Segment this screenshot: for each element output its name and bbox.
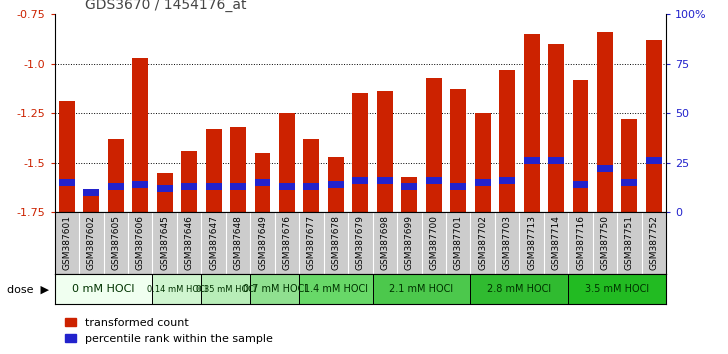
Bar	[83, 189, 99, 212]
Bar	[572, 181, 588, 188]
Bar	[523, 34, 539, 212]
Bar	[622, 179, 638, 186]
Bar	[132, 181, 149, 188]
Bar	[132, 58, 149, 212]
Text: GSM387701: GSM387701	[454, 216, 463, 270]
Text: GSM387700: GSM387700	[430, 216, 438, 270]
Text: GSM387703: GSM387703	[502, 216, 512, 270]
Bar	[572, 80, 588, 212]
Text: 0.35 mM HOCl: 0.35 mM HOCl	[196, 285, 256, 294]
Bar	[450, 90, 466, 212]
Legend: transformed count, percentile rank within the sample: transformed count, percentile rank withi…	[60, 314, 277, 348]
Bar	[279, 183, 295, 190]
Bar	[83, 189, 99, 196]
Text: 0.14 mM HOCl: 0.14 mM HOCl	[147, 285, 207, 294]
Bar	[108, 139, 124, 212]
Bar	[548, 44, 564, 212]
Bar	[205, 183, 221, 190]
Text: GSM387606: GSM387606	[135, 216, 145, 270]
Bar	[181, 183, 197, 190]
Text: GSM387649: GSM387649	[258, 216, 267, 270]
Bar	[377, 91, 393, 212]
Text: GSM387605: GSM387605	[111, 216, 120, 270]
Text: 2.8 mM HOCl: 2.8 mM HOCl	[487, 284, 551, 295]
Bar	[59, 101, 75, 212]
Bar	[475, 113, 491, 212]
Bar	[328, 181, 344, 188]
Bar	[373, 274, 470, 304]
Text: GSM387601: GSM387601	[63, 216, 71, 270]
Bar	[181, 151, 197, 212]
Bar	[401, 177, 417, 212]
Text: GSM387716: GSM387716	[576, 216, 585, 270]
Bar	[475, 179, 491, 186]
Text: 3.5 mM HOCl: 3.5 mM HOCl	[585, 284, 649, 295]
Bar	[205, 129, 221, 212]
Bar	[548, 158, 564, 164]
Bar	[597, 165, 613, 172]
Text: 0 mM HOCl: 0 mM HOCl	[72, 284, 135, 295]
Text: GSM387677: GSM387677	[307, 216, 316, 270]
Text: GSM387602: GSM387602	[87, 216, 96, 270]
Text: dose  ▶: dose ▶	[7, 284, 50, 295]
Bar	[470, 274, 569, 304]
Bar	[499, 177, 515, 184]
Bar	[352, 93, 368, 212]
Bar	[255, 179, 271, 186]
Bar	[499, 70, 515, 212]
Bar	[157, 173, 173, 212]
Text: GSM387679: GSM387679	[356, 216, 365, 270]
Text: GSM387713: GSM387713	[527, 216, 536, 270]
Bar	[646, 158, 662, 164]
Bar	[450, 183, 466, 190]
Bar	[377, 177, 393, 184]
Text: 2.1 mM HOCl: 2.1 mM HOCl	[389, 284, 454, 295]
Text: GSM387751: GSM387751	[625, 216, 634, 270]
Bar	[646, 40, 662, 212]
Text: GSM387702: GSM387702	[478, 216, 487, 270]
Bar	[59, 179, 75, 186]
Bar	[255, 153, 271, 212]
Bar	[108, 183, 124, 190]
Bar	[55, 274, 152, 304]
Bar	[202, 274, 250, 304]
Text: GSM387645: GSM387645	[160, 216, 169, 270]
Text: GSM387698: GSM387698	[380, 216, 389, 270]
Text: 1.4 mM HOCl: 1.4 mM HOCl	[304, 284, 368, 295]
Text: GSM387646: GSM387646	[185, 216, 194, 270]
Text: 0.7 mM HOCl: 0.7 mM HOCl	[242, 284, 306, 295]
Bar	[401, 183, 417, 190]
Bar	[426, 177, 442, 184]
Bar	[250, 274, 299, 304]
Bar	[622, 119, 638, 212]
Bar	[426, 78, 442, 212]
Bar	[299, 274, 373, 304]
Text: GSM387678: GSM387678	[331, 216, 341, 270]
Bar	[230, 127, 246, 212]
Bar	[523, 158, 539, 164]
Text: GSM387752: GSM387752	[649, 216, 658, 270]
Bar	[304, 183, 320, 190]
Bar	[152, 274, 202, 304]
Text: GDS3670 / 1454176_at: GDS3670 / 1454176_at	[85, 0, 247, 12]
Text: GSM387750: GSM387750	[601, 216, 609, 270]
Bar	[230, 183, 246, 190]
Bar	[569, 274, 666, 304]
Text: GSM387714: GSM387714	[552, 216, 561, 270]
Bar	[597, 32, 613, 212]
Text: GSM387647: GSM387647	[209, 216, 218, 270]
Bar	[328, 157, 344, 212]
Text: GSM387676: GSM387676	[282, 216, 291, 270]
Bar	[304, 139, 320, 212]
Bar	[157, 185, 173, 192]
Bar	[279, 113, 295, 212]
Text: GSM387648: GSM387648	[234, 216, 242, 270]
Text: GSM387699: GSM387699	[405, 216, 414, 270]
Bar	[352, 177, 368, 184]
